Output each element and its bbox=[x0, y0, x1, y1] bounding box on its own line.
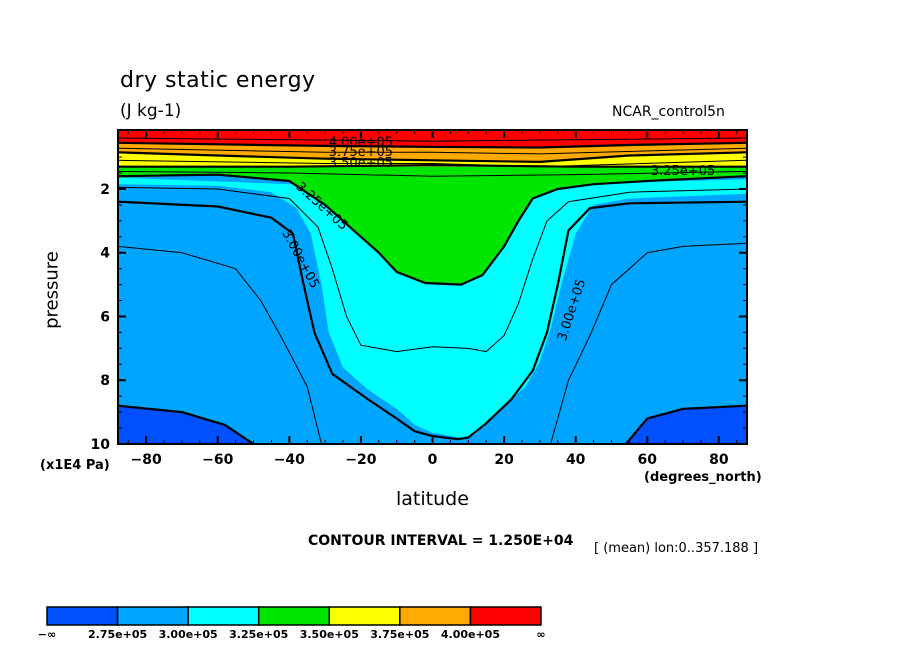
contour-label: 3.25e+05 bbox=[651, 164, 715, 179]
contour-line-thick bbox=[118, 200, 747, 441]
contour-line-thin bbox=[118, 170, 747, 177]
contour-line-thin bbox=[550, 242, 747, 444]
y-tick-label: 8 bbox=[100, 373, 110, 389]
colorbar-label: 3.75e+05 bbox=[370, 628, 430, 641]
colorbar-swatch bbox=[328, 606, 401, 626]
x-tick-label: 80 bbox=[709, 452, 729, 468]
x-axis-units: (degrees_north) bbox=[644, 470, 762, 485]
contour-line-thin bbox=[118, 245, 322, 444]
y-tick-label: 10 bbox=[91, 437, 111, 453]
contour-label: 3.50e+05 bbox=[329, 156, 393, 171]
colorbar-swatch bbox=[187, 606, 260, 626]
colorbar-swatch bbox=[257, 606, 331, 626]
contour-region bbox=[118, 177, 747, 438]
contour-line-thin bbox=[118, 137, 747, 142]
colorbar-label: −∞ bbox=[37, 628, 57, 641]
x-tick-label: −20 bbox=[345, 452, 376, 468]
colorbar-label: 3.50e+05 bbox=[299, 628, 359, 641]
contour-interval-text: CONTOUR INTERVAL = 1.250E+04 bbox=[308, 533, 574, 549]
colorbar-swatch bbox=[46, 606, 119, 626]
x-tick-label: −60 bbox=[202, 452, 233, 468]
contour-line-thin bbox=[118, 186, 747, 353]
dataset-label: NCAR_control5n bbox=[612, 104, 725, 120]
chart-units: (J kg-1) bbox=[120, 101, 182, 121]
contour-label: 3.75e+05 bbox=[329, 145, 393, 160]
contour-label: 4.00e+05 bbox=[329, 135, 393, 150]
contour-line-thin bbox=[118, 147, 747, 155]
x-tick-label: 40 bbox=[566, 452, 586, 468]
colorbar-label: 3.25e+05 bbox=[229, 628, 289, 641]
colorbar-swatch bbox=[116, 606, 189, 626]
y-tick-label: 6 bbox=[100, 309, 110, 325]
contour-line-thick bbox=[118, 151, 747, 164]
x-tick-label: −40 bbox=[274, 452, 305, 468]
colorbar-label: 3.00e+05 bbox=[158, 628, 218, 641]
y-axis-units: (x1E4 Pa) bbox=[40, 458, 110, 473]
contour-region bbox=[118, 166, 747, 285]
contour-region bbox=[118, 405, 254, 444]
colorbar-label: 4.00e+05 bbox=[440, 628, 500, 641]
mean-info-text: [ (mean) lon:0..357.188 ] bbox=[594, 541, 759, 556]
colorbar-label: 2.75e+05 bbox=[88, 628, 148, 641]
x-axis-label: latitude bbox=[396, 488, 469, 510]
contour-line-thick bbox=[624, 404, 747, 444]
contour-line-thin bbox=[118, 159, 747, 168]
chart-title: dry static energy bbox=[120, 68, 316, 93]
contour-region bbox=[118, 130, 747, 148]
y-tick-label: 2 bbox=[100, 182, 110, 198]
colorbar-swatch bbox=[469, 606, 542, 626]
contour-line-thick bbox=[118, 141, 747, 149]
colorbar-swatch bbox=[399, 606, 472, 626]
contour-line-thick bbox=[118, 404, 255, 444]
colorbar-label: ∞ bbox=[536, 628, 546, 641]
x-tick-label: 0 bbox=[428, 452, 438, 468]
x-tick-label: −80 bbox=[131, 452, 162, 468]
contour-line-thick bbox=[118, 173, 747, 286]
x-tick-label: 60 bbox=[638, 452, 658, 468]
y-tick-label: 4 bbox=[100, 246, 110, 262]
x-tick-label: 20 bbox=[494, 452, 514, 468]
contour-region bbox=[625, 405, 747, 444]
contour-line-thick bbox=[118, 163, 747, 168]
